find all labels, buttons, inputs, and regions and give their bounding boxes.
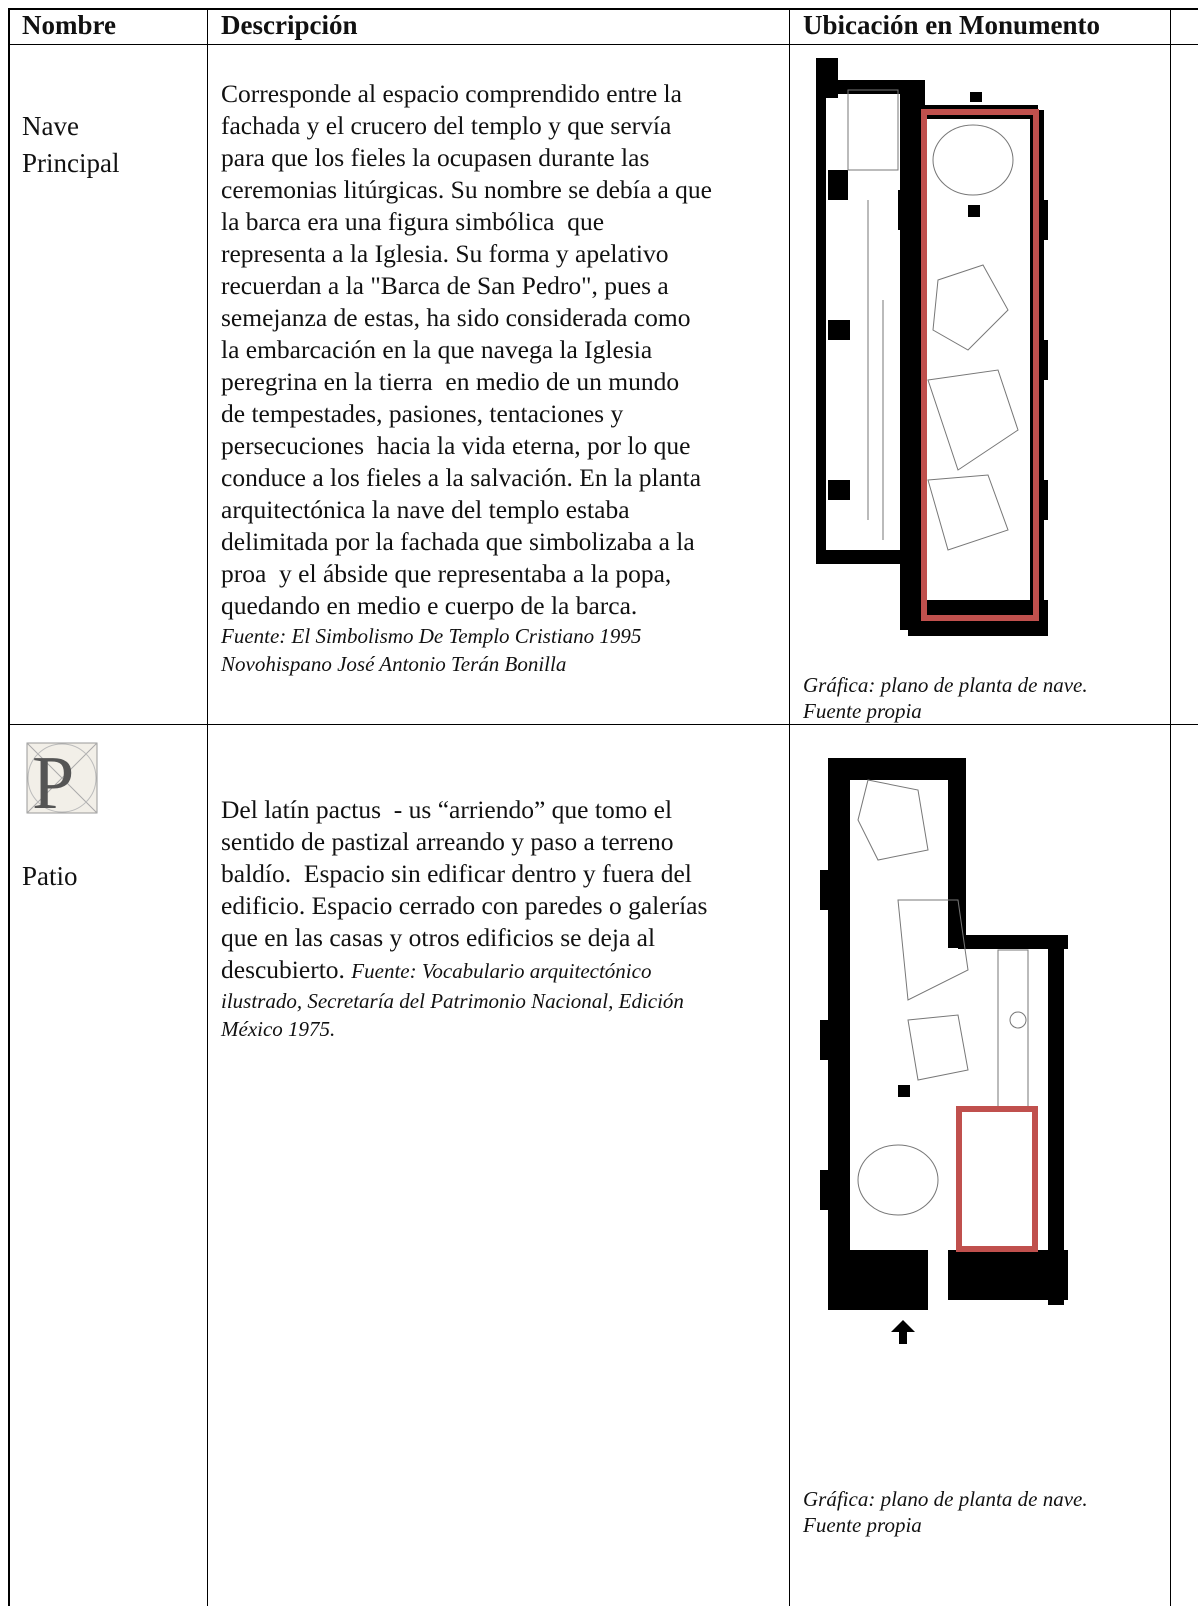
caption: Gráfica: plano de planta de nave. Fuente … [803,672,1088,724]
border [207,8,208,1606]
description-line: fachada y el crucero del templo y que se… [221,110,712,142]
caption-line: Fuente propia [803,1513,922,1537]
description-line: semejanza de estas, ha sido considerada … [221,302,712,334]
description-text: semejanza de estas, ha sido considerada … [221,303,691,332]
description-line: que en las casas y otros edificios se de… [221,922,707,954]
header-cell: Descripción [221,10,358,40]
svg-text:P: P [32,741,74,818]
description-line: para que los fieles la ocupasen durante … [221,142,712,174]
floor-plan [816,58,1048,636]
description: Corresponde al espacio comprendido entre… [221,78,712,678]
source-line: Novohispano José Antonio Terán Bonilla [221,652,567,676]
description-text: baldío. Espacio sin edificar dentro y fu… [221,859,692,888]
floor-plan [820,758,1068,1344]
caption-line: Gráfica: plano de planta de nave. [803,673,1088,697]
description-line: ceremonias litúrgicas. Su nombre se debí… [221,174,712,206]
border [8,724,1198,725]
source-line: ilustrado, Secretaría del Patrimonio Nac… [221,989,684,1013]
description-text: quedando en medio e cuerpo de la barca. [221,591,638,620]
description-text: Del latín pactus - us “arriendo” que tom… [221,795,673,824]
description-text: edificio. Espacio cerrado con paredes o … [221,891,708,920]
description-text: Corresponde al espacio comprendido entre… [221,79,682,108]
header-cell: Ubicación en Monumento [803,10,1100,40]
description-line: sentido de pastizal arreando y paso a te… [221,826,707,858]
description-line: delimitada por la fachada que simbolizab… [221,526,712,558]
description-line: conduce a los fieles a la salvación. En … [221,462,712,494]
description-text: representa a la Iglesia. Su forma y apel… [221,239,669,268]
description-line: la embarcación en la que navega la Igles… [221,334,712,366]
description-line: la barca era una figura simbólica que [221,206,712,238]
description-text: peregrina en la tierra en medio de un mu… [221,367,680,396]
border [8,8,10,1606]
description-text: la barca era una figura simbólica que [221,207,605,236]
description-text: fachada y el crucero del templo y que se… [221,111,672,140]
description-text: la embarcación en la que navega la Igles… [221,335,653,364]
description-line: arquitectónica la nave del templo estaba [221,494,712,526]
letter-icon: P [26,741,98,818]
header-cell: Nombre [22,10,116,40]
description: Del latín pactus - us “arriendo” que tom… [221,794,707,1043]
description-text: persecuciones hacia la vida eterna, por … [221,431,691,460]
description-line: Corresponde al espacio comprendido entre… [221,78,712,110]
border [8,8,1198,10]
description-line: peregrina en la tierra en medio de un mu… [221,366,712,398]
caption: Gráfica: plano de planta de nave. Fuente … [803,1486,1088,1538]
description-line: quedando en medio e cuerpo de la barca. [221,590,712,622]
caption-line: Fuente propia [803,699,922,723]
description-line: descubierto. Fuente: Vocabulario arquite… [221,954,707,987]
caption-line: Gráfica: plano de planta de nave. [803,1487,1088,1511]
description-line: baldío. Espacio sin edificar dentro y fu… [221,858,707,890]
description-text: que en las casas y otros edificios se de… [221,923,656,952]
description-text: recuerdan a la "Barca de San Pedro", pue… [221,271,669,300]
row-name: Nave Principal [22,111,120,178]
description-text: sentido de pastizal arreando y paso a te… [221,827,674,856]
description-text: descubierto. [221,955,345,984]
description-text: de tempestades, pasiones, tentaciones y [221,399,624,428]
description-line: proa y el ábside que representaba a la p… [221,558,712,590]
border [789,8,790,1606]
source-line: Fuente: Vocabulario arquitectónico [351,959,652,983]
description-text: ceremonias litúrgicas. Su nombre se debí… [221,175,712,204]
border [1170,8,1171,1606]
description-line: recuerdan a la "Barca de San Pedro", pue… [221,270,712,302]
description-text: conduce a los fieles a la salvación. En … [221,463,702,492]
source-line: Fuente: El Simbolismo De Templo Cristian… [221,624,642,648]
source-line: México 1975. [221,1017,336,1041]
description-text: delimitada por la fachada que simbolizab… [221,527,695,556]
description-text: para que los fieles la ocupasen durante … [221,143,650,172]
description-text: proa y el ábside que representaba a la p… [221,559,672,588]
row-name: Patio [22,861,78,891]
description-line: representa a la Iglesia. Su forma y apel… [221,238,712,270]
description-line: Del latín pactus - us “arriendo” que tom… [221,794,707,826]
description-line: persecuciones hacia la vida eterna, por … [221,430,712,462]
description-line: de tempestades, pasiones, tentaciones y [221,398,712,430]
description-text: arquitectónica la nave del templo estaba [221,495,630,524]
description-line: edificio. Espacio cerrado con paredes o … [221,890,707,922]
border [8,44,1198,45]
